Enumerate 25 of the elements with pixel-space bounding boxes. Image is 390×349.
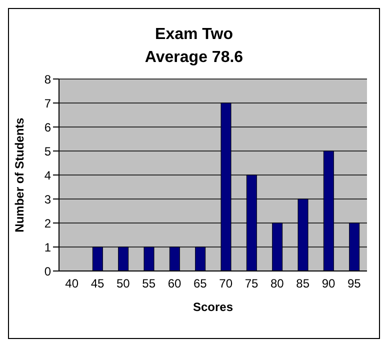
y-tick-label: 7 — [44, 96, 52, 110]
x-tick-label: 40 — [65, 276, 79, 291]
x-tick-label: 50 — [116, 276, 130, 291]
y-tick-label: 3 — [44, 192, 52, 206]
x-tick-label: 80 — [270, 276, 284, 291]
x-tick-label: 65 — [193, 276, 208, 291]
y-tick-label: 6 — [44, 120, 52, 134]
chart-subtitle: Average 78.6 — [144, 48, 244, 68]
x-tick-label: 60 — [168, 276, 182, 291]
x-axis-title: Scores — [192, 300, 234, 314]
x-tick-label: 90 — [322, 276, 336, 291]
x-tick-label: 95 — [347, 276, 362, 291]
y-tick-label: 2 — [44, 216, 52, 230]
y-tick-label: 1 — [44, 240, 52, 254]
chart-title: Exam Two — [154, 25, 234, 45]
y-tick-label: 4 — [44, 168, 52, 182]
x-tick-label: 55 — [142, 276, 156, 291]
x-tick-label: 70 — [219, 276, 233, 291]
y-tick-label: 5 — [44, 144, 52, 158]
x-tick-label: 75 — [244, 276, 258, 291]
x-tick-label: 45 — [90, 276, 104, 291]
y-tick-label: 0 — [44, 264, 52, 278]
y-tick-label: 8 — [44, 72, 52, 86]
y-axis-title: Number of Students — [12, 117, 26, 232]
x-tick-label: 85 — [296, 276, 310, 291]
